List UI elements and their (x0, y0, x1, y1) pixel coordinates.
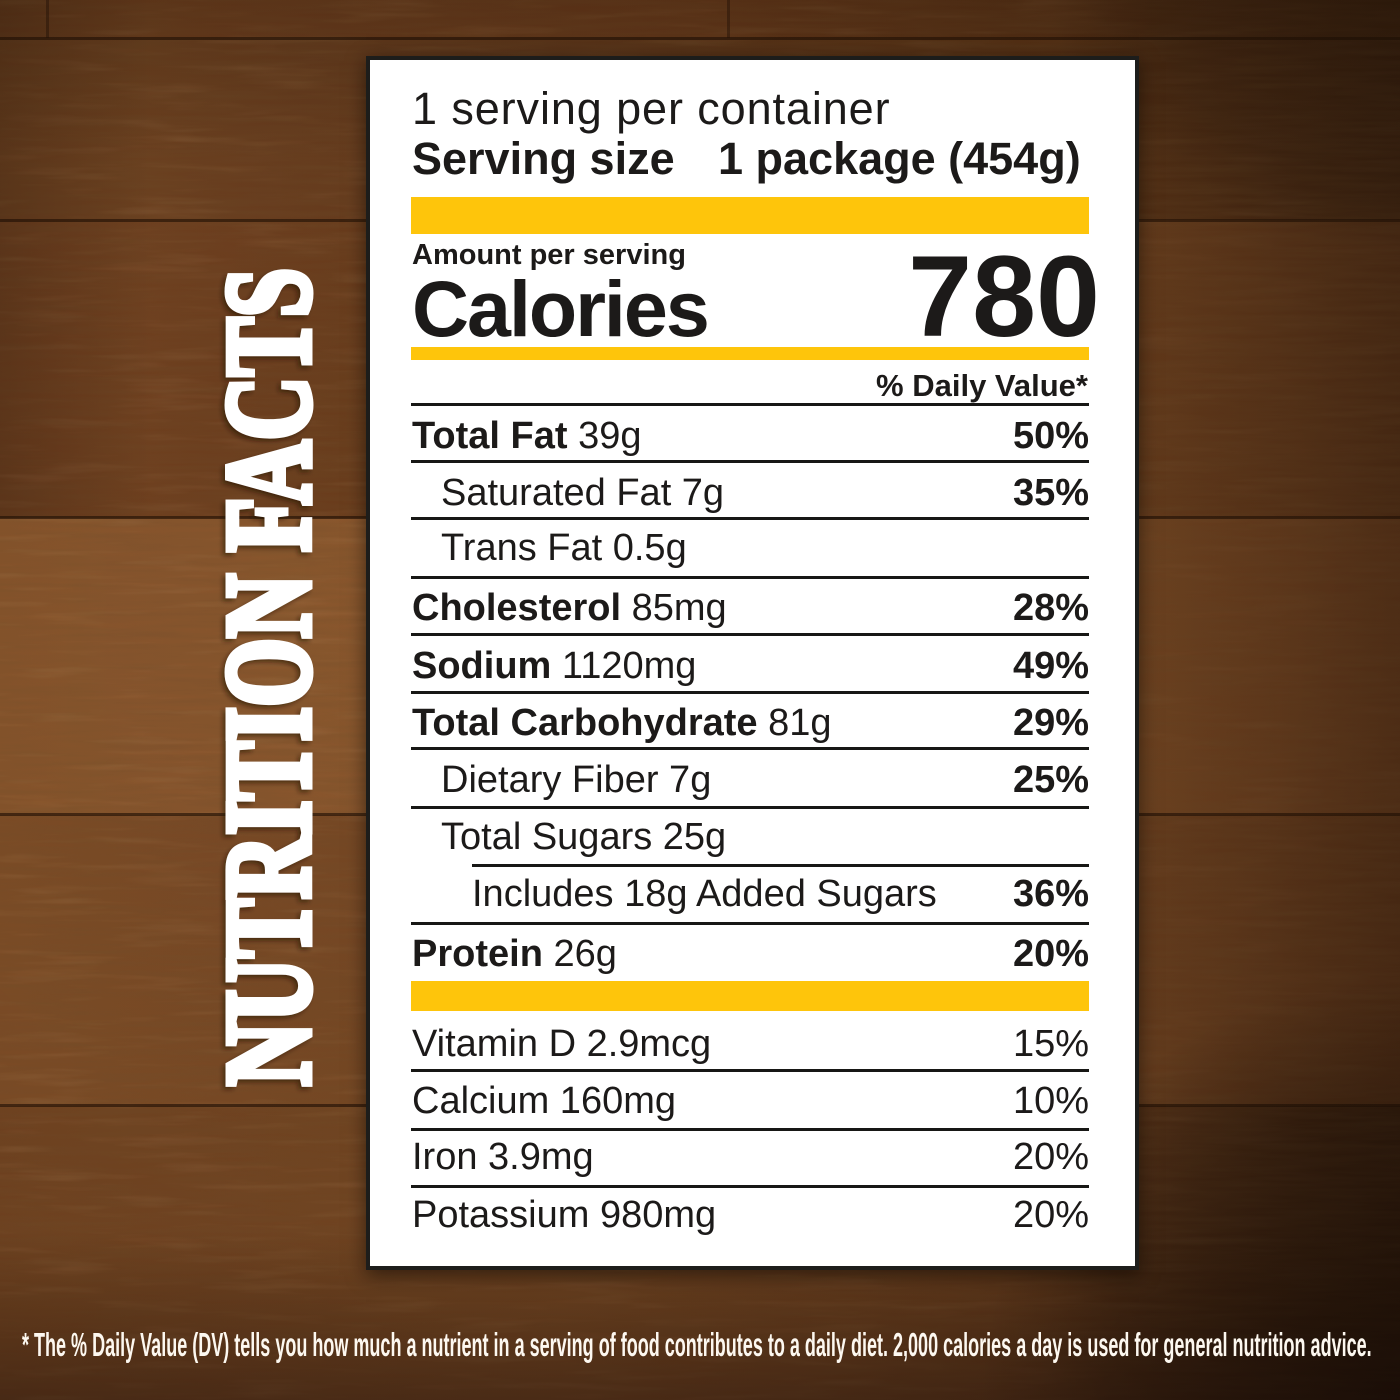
svg-text:NUTRITION FACTS: NUTRITION FACTS (201, 268, 336, 1086)
svg-text:NUTRITION FACTS: NUTRITION FACTS (198, 271, 333, 1089)
